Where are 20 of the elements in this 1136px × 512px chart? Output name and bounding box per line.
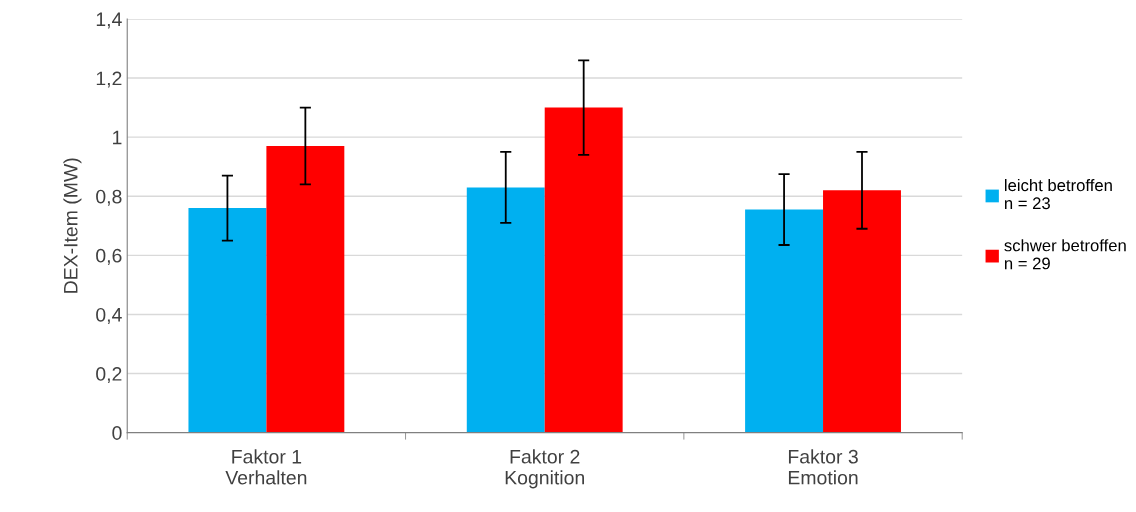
y-tick-label: 0	[112, 426, 122, 440]
bar	[745, 209, 824, 433]
legend-label: leicht betroffen n = 23	[1004, 178, 1112, 210]
y-axis-title: DEX-Item (MW)	[63, 158, 82, 293]
y-tick-label: 0,8	[96, 189, 122, 206]
bar	[466, 187, 545, 433]
bar	[823, 190, 901, 433]
y-tick-label: 0,2	[96, 367, 122, 384]
bar	[266, 146, 345, 433]
x-tick-label: Faktor 3 Emotion	[788, 449, 858, 485]
y-tick-label: 0,6	[96, 248, 122, 265]
y-tick-label: 0,4	[96, 307, 122, 324]
bar	[544, 107, 623, 433]
x-tick-label: Faktor 2 Kognition	[505, 449, 584, 489]
bar	[188, 208, 267, 433]
y-tick-label: 1,4	[96, 12, 122, 29]
y-tick-label: 1,2	[96, 71, 122, 88]
legend-label: schwer betroffen n = 29	[1004, 239, 1126, 270]
x-tick-label: Faktor 1 Verhalten	[225, 449, 307, 485]
y-tick-label: 1	[113, 130, 122, 145]
